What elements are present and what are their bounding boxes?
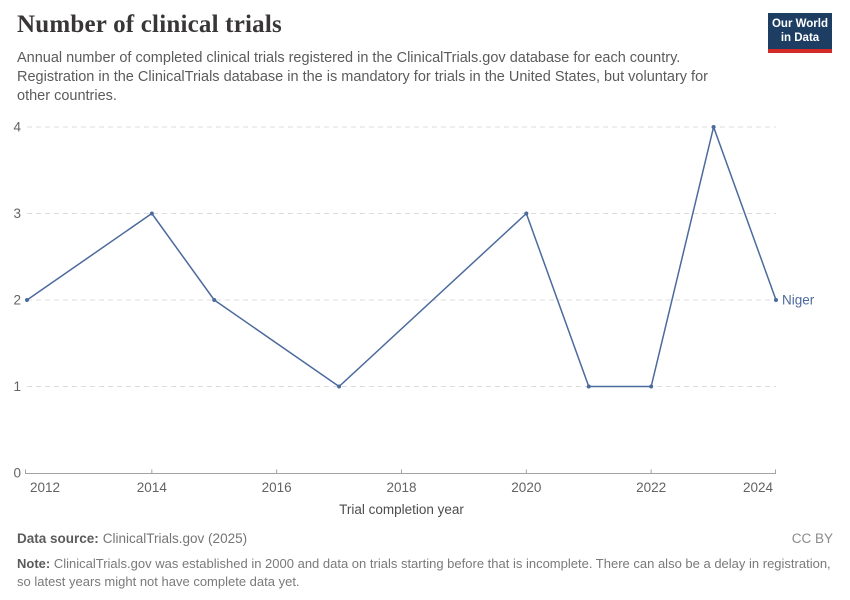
data-source-value[interactable]: ClinicalTrials.gov (2025) — [102, 531, 248, 546]
license-badge[interactable]: CC BY — [791, 531, 833, 546]
data-point[interactable] — [212, 298, 217, 302]
series-end-label[interactable]: Niger — [782, 293, 815, 308]
data-point[interactable] — [774, 298, 778, 302]
chart-title: Number of clinical trials — [17, 11, 282, 38]
line-chart-canvas: 0 1 2 3 4 2012 2014 2016 2018 2020 2022 2024 Trial c… — [13, 120, 815, 518]
note-label: Note: — [17, 556, 51, 571]
y-tick-label: 3 — [13, 206, 21, 221]
x-tick-label: 2016 — [262, 480, 292, 495]
data-point[interactable] — [25, 298, 29, 302]
series-line[interactable] — [26, 126, 777, 388]
owid-logo-line-2: in Data — [780, 32, 820, 44]
chart-note: Note: ClinicalTrials.gov was established… — [17, 555, 833, 590]
x-tick-label: 2012 — [30, 480, 60, 495]
subtitle-line-3: other countries. — [17, 88, 117, 104]
x-tick-label: 2020 — [511, 480, 541, 495]
subtitle-line-1: Annual number of completed clinical tria… — [17, 50, 681, 66]
chart-subtitle: Annual number of completed clinical tria… — [17, 49, 708, 106]
data-point[interactable] — [524, 211, 529, 216]
y-tick-label: 0 — [13, 466, 21, 481]
data-point[interactable] — [586, 384, 591, 389]
data-point[interactable] — [649, 384, 654, 389]
y-tick-label: 2 — [13, 293, 21, 308]
owid-logo[interactable]: Our World in Data — [768, 13, 832, 53]
data-source-label: Data source: — [17, 531, 99, 546]
x-axis-title: Trial completion year — [339, 502, 464, 517]
chart-footer: Data source: ClinicalTrials.gov (2025) CC… — [17, 531, 833, 590]
owid-logo-line-1: Our World — [771, 18, 828, 30]
note-line-1: ClinicalTrials.gov was established in 20… — [53, 556, 831, 571]
y-tick-label: 4 — [13, 120, 21, 135]
x-tick-label: 2018 — [386, 480, 416, 495]
data-point[interactable] — [711, 125, 716, 129]
x-tick-label: 2024 — [743, 480, 774, 495]
note-line-2: so latest years might not have complete … — [17, 573, 300, 589]
data-point[interactable] — [337, 384, 342, 389]
data-point[interactable] — [149, 211, 154, 216]
y-tick-label: 1 — [13, 379, 21, 394]
x-tick-label: 2022 — [636, 480, 666, 495]
subtitle-line-2: Registration in the ClinicalTrials datab… — [17, 69, 708, 85]
data-source: Data source: ClinicalTrials.gov (2025) — [17, 531, 247, 546]
x-tick-label: 2014 — [137, 480, 168, 495]
